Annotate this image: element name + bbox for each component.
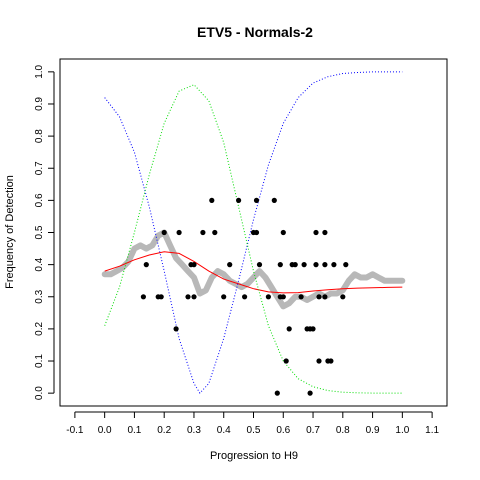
fitted-curves-layer xyxy=(104,71,403,394)
x-tick-label: 1.1 xyxy=(425,425,439,436)
data-point xyxy=(343,262,349,268)
x-tick-label: 0.9 xyxy=(366,425,380,436)
y-tick-label: 0.4 xyxy=(34,257,45,271)
data-point xyxy=(322,294,328,300)
x-tick-label: 0.1 xyxy=(127,425,141,436)
y-tick-label: 0.2 xyxy=(34,322,45,336)
data-point xyxy=(253,197,260,203)
data-point xyxy=(331,262,337,268)
y-axis-label: Frequency of Detection xyxy=(4,175,16,289)
data-point xyxy=(307,390,313,396)
data-point xyxy=(280,294,286,300)
data-point xyxy=(227,262,233,268)
x-tick-label: 1.0 xyxy=(395,425,409,436)
x-tick-label: 0.6 xyxy=(276,425,290,436)
x-tick-label: -0.1 xyxy=(66,425,84,436)
y-tick-label: 0.3 xyxy=(34,289,45,303)
y-tick-label: 0.5 xyxy=(34,225,45,239)
data-point xyxy=(316,294,322,300)
data-point xyxy=(292,262,298,268)
x-tick-label: 0.7 xyxy=(306,425,320,436)
data-point xyxy=(253,229,260,236)
data-point xyxy=(242,294,248,300)
y-tick-label: 0.8 xyxy=(34,129,45,143)
green-dotted-line xyxy=(104,84,403,394)
data-point xyxy=(286,326,292,332)
x-tick-label: 0.5 xyxy=(247,425,261,436)
data-point xyxy=(274,390,280,396)
data-point xyxy=(221,294,227,300)
data-point xyxy=(161,229,167,236)
x-tick-label: 0.4 xyxy=(217,425,231,436)
data-point xyxy=(328,358,334,364)
data-point xyxy=(271,197,277,203)
data-point xyxy=(283,358,289,364)
x-tick-label: 0.8 xyxy=(336,425,350,436)
y-tick-label: 0.0 xyxy=(34,386,45,400)
data-point xyxy=(322,229,328,236)
data-point xyxy=(316,358,322,364)
data-point xyxy=(340,294,346,300)
data-point xyxy=(212,229,218,236)
x-axis: -0.1 0.0 0.1 0.2 0.3 0.4 0.5 0.6 0.7 0.8 0.9 1.0 1.1 xyxy=(66,411,440,436)
data-point xyxy=(209,197,215,203)
data-point xyxy=(140,294,146,300)
y-tick-label: 0.9 xyxy=(34,97,45,111)
x-tick-label: 0.3 xyxy=(187,425,201,436)
data-point xyxy=(310,326,316,332)
data-point xyxy=(313,229,319,236)
data-point xyxy=(200,229,206,236)
data-point xyxy=(280,229,286,236)
data-point xyxy=(143,262,149,268)
y-tick-label: 1.0 xyxy=(34,64,45,78)
plot-area-frame xyxy=(59,58,448,407)
data-point xyxy=(158,294,164,300)
data-point xyxy=(173,326,179,332)
data-point xyxy=(265,294,271,300)
data-point xyxy=(313,262,319,268)
y-axis: 0.0 0.1 0.2 0.3 0.4 0.5 0.6 0.7 0.8 0.9 1.0 xyxy=(34,64,55,400)
data-point xyxy=(176,229,182,236)
data-point xyxy=(322,262,328,268)
data-point xyxy=(185,294,191,300)
gray-moving-average-line xyxy=(101,229,406,310)
x-tick-label: 0.2 xyxy=(157,425,171,436)
data-point xyxy=(256,262,263,268)
y-tick-label: 0.6 xyxy=(34,193,45,207)
data-point xyxy=(298,294,304,300)
x-tick-label: 0.0 xyxy=(98,425,112,436)
red-fit-line xyxy=(104,251,403,294)
data-point xyxy=(277,262,283,268)
x-axis-label: Progression to H9 xyxy=(210,450,298,462)
chart-title: ETV5 - Normals-2 xyxy=(197,24,313,40)
data-point xyxy=(191,262,197,268)
y-tick-label: 0.7 xyxy=(34,161,45,175)
gray-curve-layer xyxy=(101,229,406,310)
points-layer xyxy=(140,197,349,396)
data-point xyxy=(301,262,307,268)
y-tick-label: 0.1 xyxy=(34,354,45,368)
data-point xyxy=(236,197,242,203)
data-point xyxy=(191,294,197,300)
